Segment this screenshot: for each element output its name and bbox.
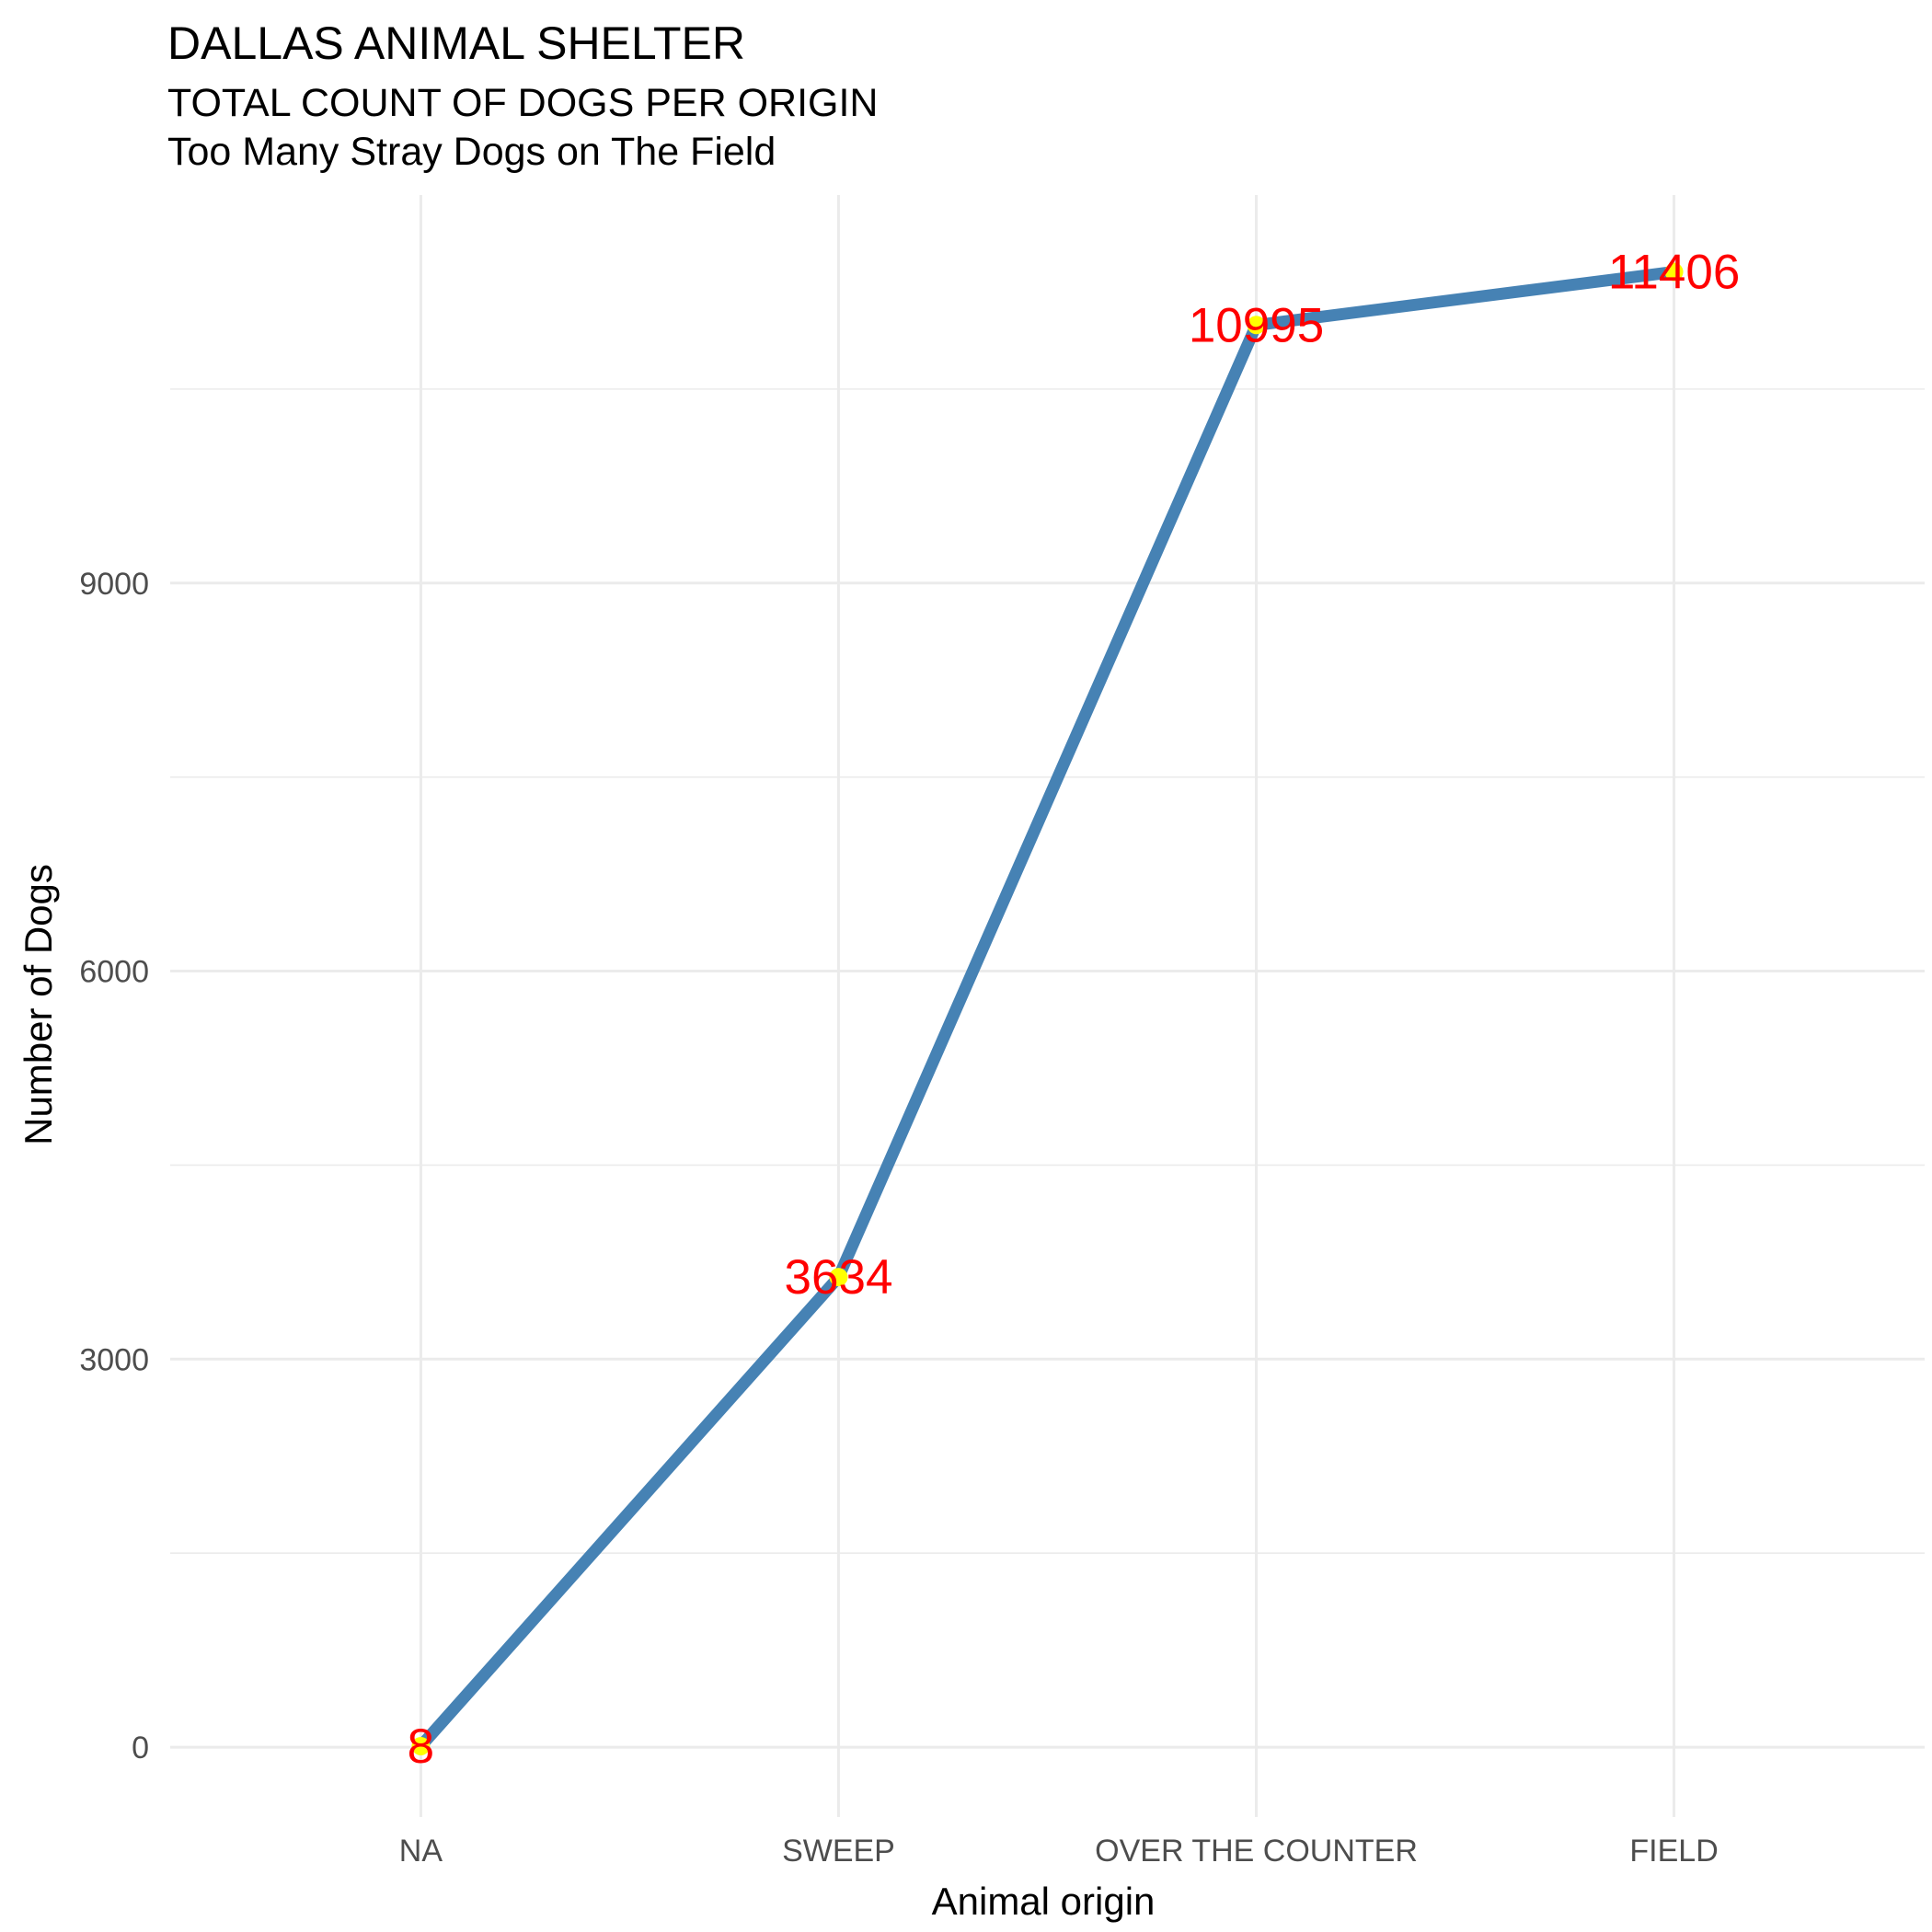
data-label: 8	[408, 1719, 434, 1774]
data-labels: 8 3634 10995 11406	[408, 246, 1741, 1774]
chart-subtitle: TOTAL COUNT OF DOGS PER ORIGIN	[167, 81, 879, 125]
chart-subtitle-line-2: Too Many Stray Dogs on The Field	[167, 130, 776, 174]
data-label: 11406	[1608, 246, 1740, 300]
y-axis-title: Number of Dogs	[17, 864, 60, 1145]
data-point	[829, 1268, 848, 1287]
series-line-layer	[416, 266, 1675, 1751]
data-point	[411, 1736, 431, 1755]
y-axis-ticks: 0 3000 6000 9000	[79, 567, 149, 1765]
y-tick-label: 3000	[79, 1342, 149, 1377]
data-label: 10995	[1189, 298, 1324, 352]
data-label: 3634	[785, 1250, 893, 1305]
x-tick-label: OVER THE COUNTER	[1095, 1834, 1418, 1869]
y-tick-label: 9000	[79, 567, 149, 602]
grid-lines	[170, 195, 1925, 1817]
y-tick-label: 6000	[79, 955, 149, 990]
data-point	[1247, 316, 1266, 335]
x-axis-title: Animal origin	[932, 1880, 1156, 1923]
chart-title: DALLAS ANIMAL SHELTER	[167, 17, 746, 69]
y-tick-label: 0	[132, 1731, 149, 1765]
data-points	[411, 262, 1684, 1755]
x-axis-ticks: NA SWEEP OVER THE COUNTER FIELD	[399, 1834, 1719, 1869]
x-tick-label: FIELD	[1629, 1834, 1718, 1869]
data-point	[1664, 262, 1684, 282]
series-line	[416, 266, 1675, 1751]
x-tick-label: NA	[399, 1834, 443, 1869]
x-tick-label: SWEEP	[782, 1834, 895, 1869]
